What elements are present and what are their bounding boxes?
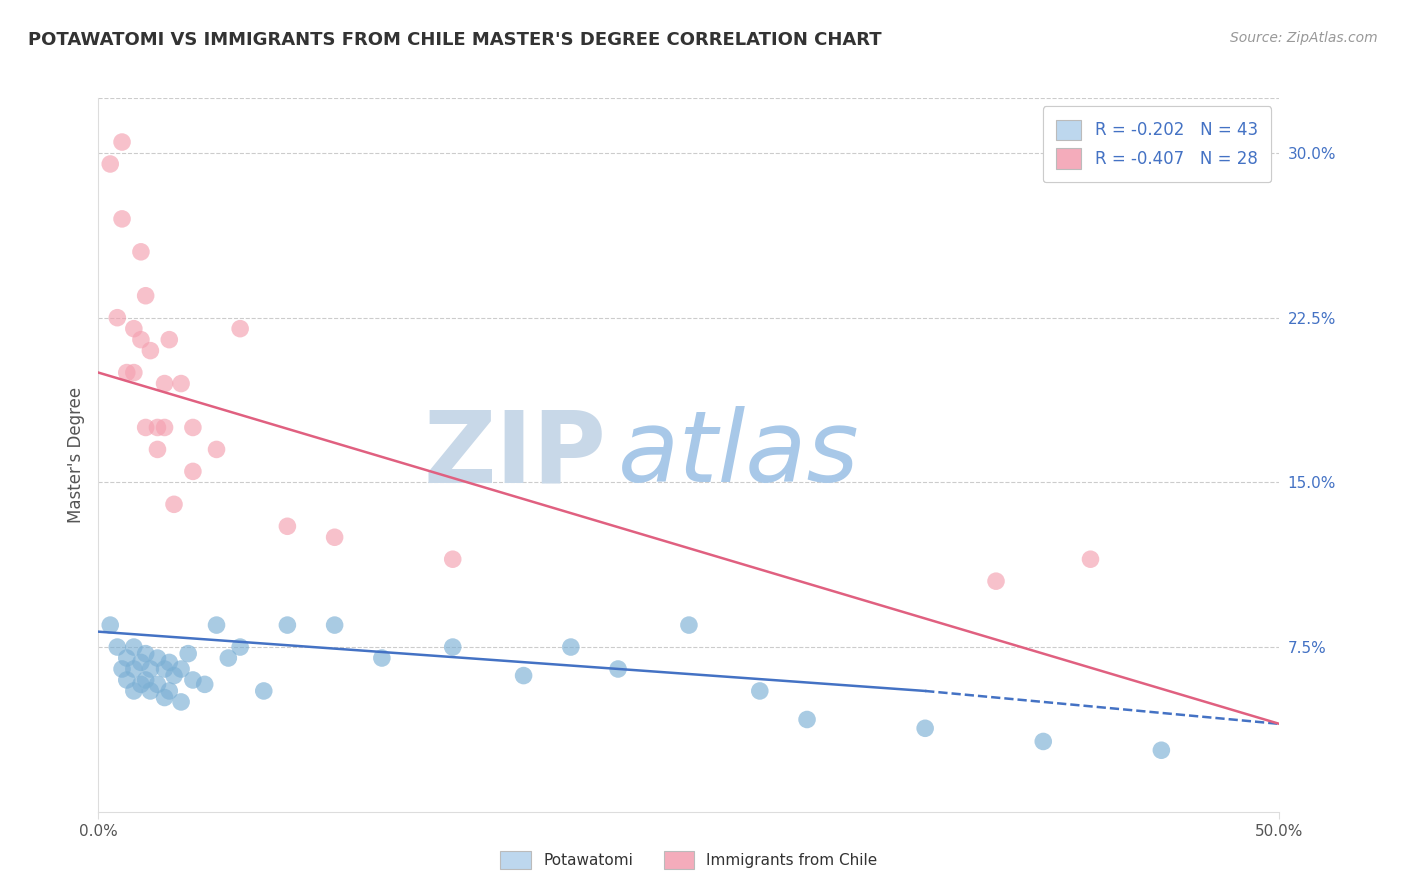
Point bbox=[153, 662, 176, 676]
Point bbox=[217, 651, 239, 665]
Point bbox=[122, 684, 145, 698]
Point bbox=[146, 442, 169, 457]
Point bbox=[98, 157, 121, 171]
Point bbox=[122, 321, 145, 335]
Point bbox=[122, 366, 145, 380]
Point bbox=[122, 662, 145, 676]
Legend: R = -0.202   N = 43, R = -0.407   N = 28: R = -0.202 N = 43, R = -0.407 N = 28 bbox=[1043, 106, 1271, 182]
Point bbox=[170, 662, 193, 676]
Point bbox=[153, 420, 176, 434]
Point bbox=[129, 656, 152, 670]
Point bbox=[135, 289, 157, 303]
Point bbox=[98, 618, 121, 632]
Point bbox=[115, 366, 138, 380]
Point bbox=[157, 333, 180, 347]
Point bbox=[129, 677, 152, 691]
Point bbox=[253, 684, 276, 698]
Y-axis label: Master's Degree: Master's Degree bbox=[66, 387, 84, 523]
Point bbox=[146, 677, 169, 691]
Text: POTAWATOMI VS IMMIGRANTS FROM CHILE MASTER'S DEGREE CORRELATION CHART: POTAWATOMI VS IMMIGRANTS FROM CHILE MAST… bbox=[28, 31, 882, 49]
Point bbox=[194, 677, 217, 691]
Point bbox=[135, 673, 157, 687]
Point bbox=[512, 668, 534, 682]
Point bbox=[163, 668, 186, 682]
Text: Source: ZipAtlas.com: Source: ZipAtlas.com bbox=[1230, 31, 1378, 45]
Point bbox=[1150, 743, 1173, 757]
Point bbox=[139, 684, 162, 698]
Point bbox=[276, 618, 298, 632]
Point bbox=[115, 651, 138, 665]
Point bbox=[163, 497, 186, 511]
Point bbox=[139, 662, 162, 676]
Point bbox=[607, 662, 630, 676]
Point bbox=[146, 651, 169, 665]
Point bbox=[111, 211, 134, 226]
Point bbox=[181, 420, 204, 434]
Point bbox=[139, 343, 162, 358]
Point bbox=[105, 310, 128, 325]
Point bbox=[678, 618, 700, 632]
Point bbox=[323, 530, 346, 544]
Point bbox=[984, 574, 1007, 589]
Point bbox=[135, 420, 157, 434]
Point bbox=[371, 651, 394, 665]
Point bbox=[229, 321, 252, 335]
Point bbox=[111, 662, 134, 676]
Point bbox=[276, 519, 298, 533]
Point bbox=[229, 640, 252, 654]
Point bbox=[170, 695, 193, 709]
Point bbox=[748, 684, 770, 698]
Point bbox=[115, 673, 138, 687]
Point bbox=[135, 647, 157, 661]
Point bbox=[181, 673, 204, 687]
Point bbox=[323, 618, 346, 632]
Point bbox=[157, 656, 180, 670]
Point bbox=[153, 690, 176, 705]
Point bbox=[170, 376, 193, 391]
Text: ZIP: ZIP bbox=[423, 407, 606, 503]
Point bbox=[177, 647, 200, 661]
Point bbox=[122, 640, 145, 654]
Point bbox=[111, 135, 134, 149]
Point bbox=[157, 684, 180, 698]
Point bbox=[205, 442, 228, 457]
Point bbox=[129, 244, 152, 259]
Point bbox=[796, 713, 818, 727]
Point bbox=[153, 376, 176, 391]
Point bbox=[560, 640, 582, 654]
Point bbox=[205, 618, 228, 632]
Point bbox=[181, 464, 204, 478]
Point bbox=[129, 333, 152, 347]
Point bbox=[146, 420, 169, 434]
Point bbox=[1032, 734, 1054, 748]
Point bbox=[1080, 552, 1102, 566]
Point bbox=[441, 552, 464, 566]
Point bbox=[441, 640, 464, 654]
Point bbox=[105, 640, 128, 654]
Point bbox=[914, 721, 936, 735]
Legend: Potawatomi, Immigrants from Chile: Potawatomi, Immigrants from Chile bbox=[495, 845, 883, 875]
Text: atlas: atlas bbox=[619, 407, 859, 503]
